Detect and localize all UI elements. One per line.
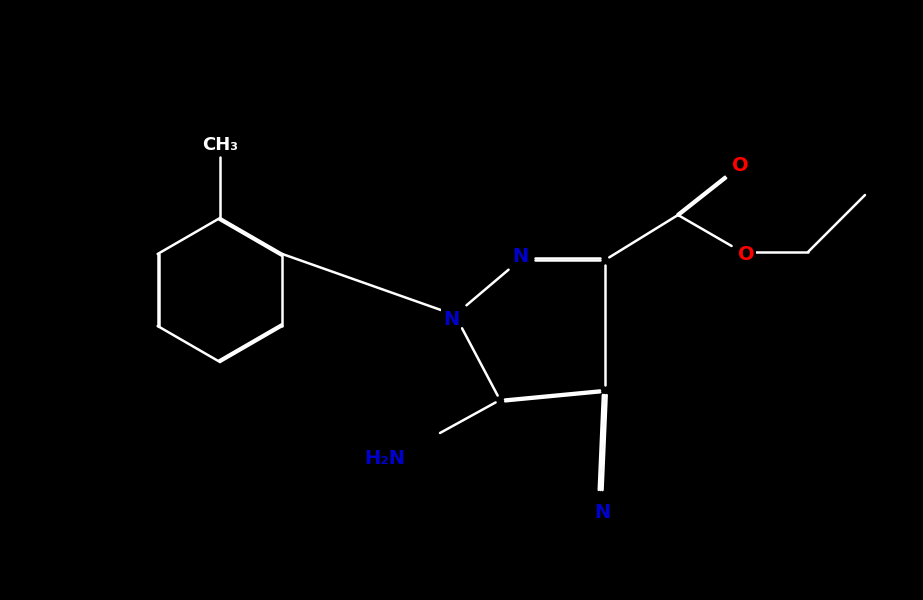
Text: N: N [593, 503, 610, 523]
Text: N: N [512, 247, 528, 266]
Text: CH₃: CH₃ [202, 136, 238, 154]
Text: O: O [737, 245, 754, 263]
Text: O: O [732, 155, 749, 175]
Text: N: N [443, 310, 459, 329]
Text: H₂N: H₂N [364, 449, 405, 467]
